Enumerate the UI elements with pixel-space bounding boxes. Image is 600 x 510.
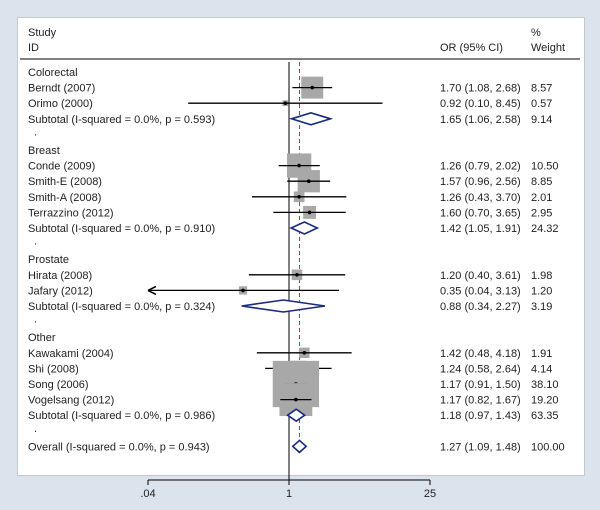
ci-text: 1.26 (0.79, 2.02) [440, 161, 521, 173]
ci-text: 0.92 (0.10, 8.45) [440, 98, 521, 110]
weight-text: 1.20 [531, 285, 552, 297]
study-label: Shi (2008) [28, 363, 79, 375]
study-label: Jafary (2012) [28, 285, 93, 297]
subtotal-label: Subtotal (I-squared = 0.0%, p = 0.910) [28, 223, 215, 235]
x-tick-label: .04 [140, 488, 155, 500]
overall-label: Overall (I-squared = 0.0%, p = 0.943) [28, 441, 210, 453]
subtotal-label: Subtotal (I-squared = 0.0%, p = 0.593) [28, 114, 215, 126]
study-label: Smith-E (2008) [28, 176, 102, 188]
subtotal-label: Subtotal (I-squared = 0.0%, p = 0.324) [28, 301, 215, 313]
point-estimate [310, 85, 315, 90]
weight-text: 8.57 [531, 83, 552, 95]
pooled-diamond [291, 439, 308, 454]
group-label: Prostate [28, 254, 69, 266]
study-label: Orimo (2000) [28, 98, 93, 110]
spacer-dot: . [34, 236, 37, 248]
header-weight: Weight [531, 42, 565, 54]
point-estimate [297, 163, 301, 168]
x-tick-label: 1 [286, 488, 292, 500]
study-label: Terrazzino (2012) [28, 207, 114, 219]
study-label: Hirata (2008) [28, 270, 92, 282]
pooled-diamond [288, 111, 334, 126]
study-label: Kawakami (2004) [28, 348, 114, 360]
ci-text: 1.60 (0.70, 3.65) [440, 207, 521, 219]
weight-text: 0.57 [531, 98, 552, 110]
ci-text: 1.18 (0.97, 1.43) [440, 410, 521, 422]
study-label: Smith-A (2008) [28, 192, 101, 204]
ci-text: 1.24 (0.58, 2.64) [440, 363, 521, 375]
weight-text: 1.98 [531, 270, 552, 282]
spacer-dot: . [34, 314, 37, 326]
ci-text: 1.17 (0.91, 1.50) [440, 379, 521, 391]
ci-text: 1.20 (0.40, 3.61) [440, 270, 521, 282]
ci-text: 1.42 (0.48, 4.18) [440, 348, 521, 360]
weight-text: 19.20 [531, 395, 559, 407]
weight-text: 9.14 [531, 114, 552, 126]
ci-text: 1.27 (1.09, 1.48) [440, 441, 521, 453]
weight-text: 1.91 [531, 348, 552, 360]
ci-text: 1.70 (1.08, 2.68) [440, 83, 521, 95]
point-estimate [283, 101, 288, 105]
study-label: Song (2006) [28, 379, 89, 391]
weight-text: 2.95 [531, 207, 552, 219]
header-id: ID [28, 42, 39, 54]
ci-text: 1.17 (0.82, 1.67) [440, 395, 521, 407]
weight-text: 100.00 [531, 441, 565, 453]
weight-text: 4.14 [531, 363, 552, 375]
pooled-diamond [289, 221, 320, 235]
weight-text: 2.01 [531, 192, 552, 204]
point-estimate [302, 351, 307, 355]
x-tick-label: 25 [424, 488, 436, 500]
ci-arrow [147, 285, 157, 296]
point-estimate [241, 288, 245, 293]
point-estimate [306, 179, 311, 183]
group-label: Colorectal [28, 67, 78, 79]
point-estimate [307, 210, 312, 215]
header-or-ci: OR (95% CI) [440, 42, 503, 54]
spacer-dot: . [34, 423, 37, 435]
subtotal-label: Subtotal (I-squared = 0.0%, p = 0.986) [28, 410, 215, 422]
point-estimate [297, 195, 301, 199]
group-label: Breast [28, 145, 60, 157]
weight-text: 10.50 [531, 161, 559, 173]
group-label: Other [28, 332, 56, 344]
weight-text: 8.85 [531, 176, 552, 188]
point-estimate [294, 397, 298, 402]
ci-text: 1.42 (1.05, 1.91) [440, 223, 521, 235]
study-label: Berndt (2007) [28, 83, 95, 95]
pooled-diamond [241, 299, 326, 313]
ci-text: 0.88 (0.34, 2.27) [440, 301, 521, 313]
weight-text: 38.10 [531, 379, 559, 391]
study-label: Conde (2009) [28, 161, 95, 173]
ci-text: 1.26 (0.43, 3.70) [440, 192, 521, 204]
pooled-diamond [286, 408, 307, 423]
weight-text: 3.19 [531, 301, 552, 313]
weight-text: 24.32 [531, 223, 559, 235]
ci-text: 0.35 (0.04, 3.13) [440, 285, 521, 297]
ci-text: 1.65 (1.06, 2.58) [440, 114, 521, 126]
spacer-dot: . [34, 126, 37, 138]
ci-text: 1.57 (0.96, 2.56) [440, 176, 521, 188]
study-label: Vogelsang (2012) [28, 395, 114, 407]
weight-text: 63.35 [531, 410, 559, 422]
header-percent: % [531, 27, 541, 39]
header-study: Study [28, 27, 57, 39]
point-estimate [295, 273, 299, 277]
